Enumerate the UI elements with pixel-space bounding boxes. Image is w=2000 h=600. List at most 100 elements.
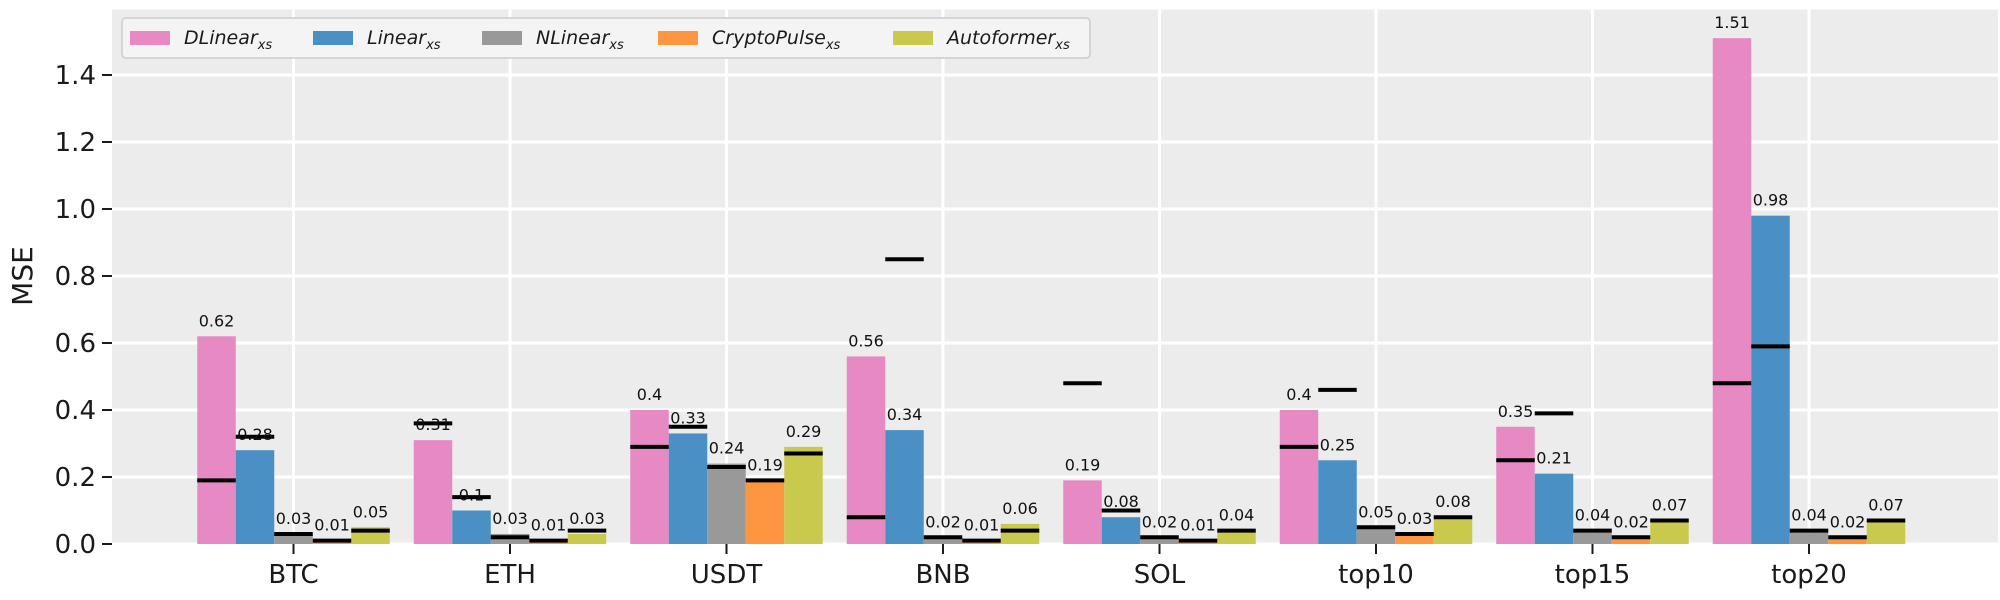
bar-linear-btc (235, 450, 275, 544)
data-label-nlinear-usdt: 0.24 (709, 439, 745, 458)
bar-linear-sol (1101, 517, 1141, 544)
bar-cryptopulse-usdt (745, 480, 785, 544)
y-tick-label: 1.0 (55, 195, 96, 225)
bar-dlinear-top10 (1279, 410, 1319, 544)
legend-label-cryptopulse: CryptoPulsexs (712, 27, 841, 53)
legend-label-autoformer: Autoformerxs (945, 27, 1070, 53)
bar-autoformer-top20 (1866, 520, 1906, 544)
data-label-dlinear-top20: 1.51 (1714, 13, 1750, 32)
data-label-nlinear-bnb: 0.02 (925, 512, 961, 531)
bar-dlinear-bnb (846, 356, 886, 544)
bar-nlinear-usdt (707, 463, 746, 544)
legend-swatch-cryptopulse (658, 31, 698, 45)
data-label-cryptopulse-bnb: 0.01 (964, 516, 1000, 535)
data-label-nlinear-top15: 0.04 (1575, 506, 1611, 525)
y-axis-label: MSE (6, 246, 39, 306)
bar-linear-top20 (1751, 215, 1790, 544)
data-label-linear-top15: 0.21 (1536, 449, 1572, 468)
y-tick-label: 0.6 (55, 329, 96, 359)
bar-dlinear-top20 (1712, 38, 1752, 545)
bar-autoformer-top15 (1650, 520, 1689, 544)
legend-label-dlinear: DLinearxs (184, 27, 272, 53)
legend: DLinearxs Linearxs NLinearxs CryptoPulsexs A… (121, 17, 1091, 59)
data-label-linear-btc: 0.28 (237, 425, 273, 444)
bar-autoformer-eth (567, 533, 607, 544)
x-tick-label-bnb: BNB (915, 560, 970, 590)
data-label-linear-bnb: 0.34 (887, 405, 923, 424)
data-labels: 0.62 0.31 0.4 0.56 0.19 0.4 0.35 1.51 0.28 0.1 0.3… (199, 13, 1904, 535)
bar-linear-eth (452, 510, 491, 544)
legend-swatch-nlinear (482, 31, 522, 45)
data-label-dlinear-top10: 0.4 (1286, 385, 1311, 404)
bar-nlinear-sol (1140, 537, 1179, 544)
data-label-autoformer-top15: 0.07 (1652, 496, 1688, 515)
bar-autoformer-top10 (1433, 517, 1473, 544)
data-label-linear-sol: 0.08 (1103, 492, 1139, 511)
x-tick-label-top10: top10 (1338, 560, 1414, 590)
bars (197, 38, 1906, 545)
data-label-dlinear-eth: 0.31 (415, 415, 451, 434)
data-label-cryptopulse-top15: 0.02 (1613, 512, 1649, 531)
x-tick-label-btc: BTC (268, 560, 318, 590)
data-label-dlinear-top15: 0.35 (1498, 402, 1534, 421)
data-label-nlinear-sol: 0.02 (1142, 512, 1178, 531)
x-tick-label-eth: ETH (484, 560, 536, 590)
data-label-autoformer-top20: 0.07 (1868, 496, 1904, 515)
bar-dlinear-top15 (1496, 426, 1535, 544)
data-label-autoformer-top10: 0.08 (1435, 492, 1471, 511)
axes: 0.0 0.2 0.4 0.6 0.8 1.0 1.2 1.4 BTC ETH USDT BNB SOL… (55, 61, 1847, 590)
bar-autoformer-sol (1217, 530, 1256, 544)
legend-label-nlinear: NLinearxs (536, 27, 624, 53)
bar-dlinear-sol (1063, 480, 1102, 544)
bar-cryptopulse-top20 (1828, 537, 1867, 544)
data-label-autoformer-btc: 0.05 (353, 502, 389, 521)
data-label-dlinear-sol: 0.19 (1065, 455, 1101, 474)
y-tick-label: 0.4 (55, 396, 96, 426)
legend-swatch-dlinear (130, 31, 170, 45)
bar-linear-top15 (1534, 473, 1574, 544)
y-tick-label: 0.2 (55, 463, 96, 493)
data-label-linear-eth: 0.1 (459, 486, 484, 505)
bar-dlinear-eth (413, 440, 453, 544)
data-label-linear-usdt: 0.33 (670, 408, 706, 427)
data-label-nlinear-btc: 0.03 (276, 509, 312, 528)
bar-autoformer-bnb (1000, 523, 1040, 544)
bar-nlinear-btc (274, 533, 313, 544)
bar-linear-top10 (1318, 460, 1357, 544)
data-label-cryptopulse-usdt: 0.19 (747, 455, 783, 474)
data-label-autoformer-sol: 0.04 (1219, 506, 1255, 525)
bar-linear-bnb (885, 430, 924, 544)
x-tick-label-top15: top15 (1555, 560, 1631, 590)
data-label-autoformer-eth: 0.03 (569, 509, 605, 528)
data-label-nlinear-eth: 0.03 (492, 509, 528, 528)
data-label-autoformer-bnb: 0.06 (1002, 499, 1038, 518)
data-label-dlinear-btc: 0.62 (199, 311, 235, 330)
y-tick-label: 1.2 (55, 128, 96, 158)
y-tick-label: 0.8 (55, 262, 96, 292)
data-label-nlinear-top20: 0.04 (1791, 506, 1827, 525)
y-tick-label: 0.0 (55, 530, 96, 560)
bar-nlinear-top15 (1573, 530, 1612, 544)
bar-dlinear-usdt (630, 410, 669, 544)
data-label-linear-top20: 0.98 (1753, 191, 1789, 210)
legend-box (121, 17, 1091, 59)
bar-dlinear-btc (197, 336, 236, 544)
bar-linear-usdt (668, 433, 708, 544)
legend-label-linear: Linearxs (367, 27, 441, 53)
bar-autoformer-usdt (784, 446, 823, 544)
data-label-cryptopulse-sol: 0.01 (1180, 516, 1216, 535)
x-tick-label-top20: top20 (1771, 560, 1847, 590)
data-label-dlinear-bnb: 0.56 (848, 331, 884, 350)
x-tick-label-sol: SOL (1134, 560, 1186, 590)
data-label-cryptopulse-top20: 0.02 (1830, 512, 1866, 531)
data-label-autoformer-usdt: 0.29 (786, 422, 822, 441)
data-label-cryptopulse-top10: 0.03 (1397, 509, 1433, 528)
data-label-nlinear-top10: 0.05 (1358, 502, 1394, 521)
bar-nlinear-top20 (1789, 530, 1829, 544)
bar-nlinear-top10 (1356, 527, 1396, 544)
data-label-cryptopulse-btc: 0.01 (314, 516, 350, 535)
bar-cryptopulse-top15 (1611, 537, 1651, 544)
bar-nlinear-bnb (923, 537, 963, 544)
